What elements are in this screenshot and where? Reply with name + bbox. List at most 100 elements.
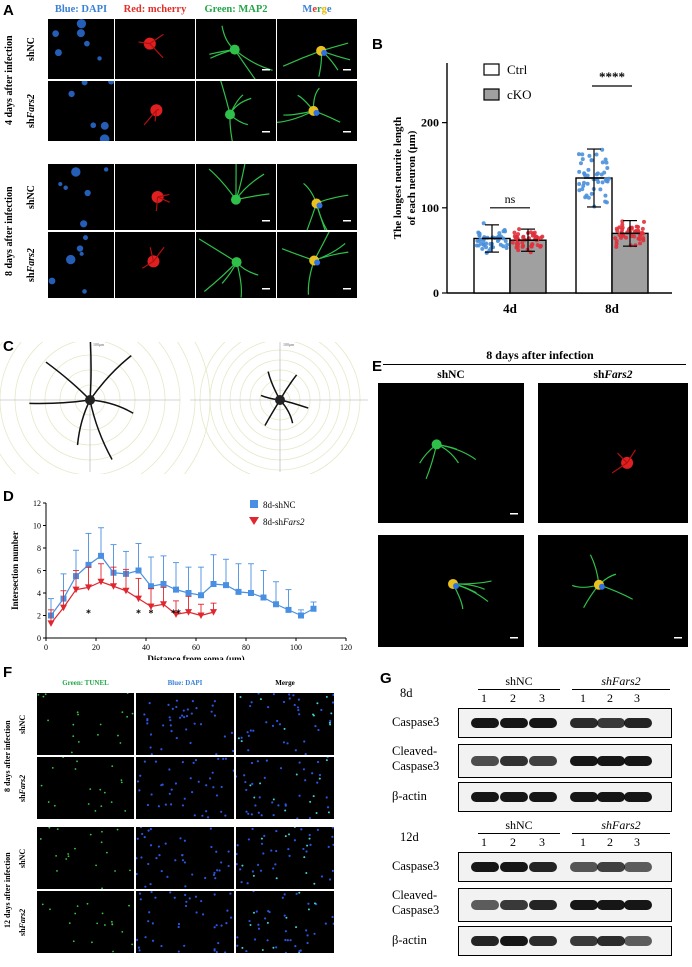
label-name: Fars2 xyxy=(18,774,27,794)
scale-label: 100μm xyxy=(93,342,105,347)
nucleus-dot xyxy=(174,782,178,785)
nucleus-dot xyxy=(220,785,223,789)
nucleus-dot xyxy=(216,869,219,872)
micrograph-green xyxy=(196,232,276,298)
nucleus-dot xyxy=(331,827,334,829)
f-micrograph-svg xyxy=(136,891,233,953)
nucleus-dot xyxy=(265,721,268,724)
channel-header-3: Merge xyxy=(277,4,357,15)
nucleus-dot xyxy=(168,716,171,719)
nucleus-dot xyxy=(246,731,249,734)
blot-band xyxy=(529,862,557,872)
nucleus-dot xyxy=(279,767,283,770)
nucleus-dot xyxy=(170,788,173,791)
micrograph-green-svg xyxy=(220,81,270,141)
nucleus-dot xyxy=(328,878,332,881)
nucleus-dot xyxy=(311,772,314,775)
nucleus-dot xyxy=(251,782,254,786)
nucleus-dot xyxy=(247,749,250,752)
nucleus-dot xyxy=(296,817,299,819)
x-axis-label: Distance from soma (μm) xyxy=(147,654,244,660)
nucleus-dot xyxy=(154,760,158,763)
label-name: Fars2 xyxy=(26,94,37,119)
tunel-dot xyxy=(37,693,40,696)
nucleus-dot xyxy=(210,845,213,849)
scale-bar xyxy=(343,288,351,290)
nucleus-dot xyxy=(254,804,257,807)
neurite xyxy=(152,246,165,262)
scale-bar xyxy=(343,69,351,71)
blot-time: 8d xyxy=(400,686,413,700)
point-marker xyxy=(248,590,254,596)
point-marker xyxy=(160,601,167,608)
tunel-dot xyxy=(329,723,332,726)
blot-row-label: Cleaved- Caspase3 xyxy=(392,888,439,918)
blot-band xyxy=(570,862,598,872)
nucleus-dot xyxy=(247,734,250,737)
blot-row-label-line: Cleaved- xyxy=(392,744,438,758)
f-micrograph xyxy=(136,757,234,819)
nucleus-dot xyxy=(175,736,178,740)
nucleus-dot xyxy=(245,810,248,813)
tunel-dot xyxy=(318,777,321,780)
nucleus-dot xyxy=(194,759,198,762)
nucleus-dot xyxy=(139,827,143,829)
blot-row-label-line: β-actin xyxy=(392,789,427,803)
nucleus-dot xyxy=(181,854,184,857)
data-point xyxy=(600,160,605,165)
nucleus-dot xyxy=(277,804,280,807)
data-point xyxy=(603,193,608,198)
blot-band xyxy=(500,900,528,910)
nucleus-dot xyxy=(318,773,322,777)
scale-bar xyxy=(262,220,270,222)
nucleus-dot xyxy=(147,862,150,866)
x-tick-label: 20 xyxy=(92,643,100,652)
neurite xyxy=(234,49,273,71)
blot-band xyxy=(570,792,598,802)
x-tick-label: 120 xyxy=(340,643,352,652)
cell-body xyxy=(225,109,236,120)
blot-band xyxy=(597,936,625,946)
tunel-dot xyxy=(261,949,264,952)
data-point xyxy=(510,240,515,245)
blot-band xyxy=(471,718,499,728)
nucleus-dot xyxy=(181,804,185,807)
blot-band xyxy=(529,792,557,802)
nucleus-dot xyxy=(166,875,169,878)
nucleus-dot xyxy=(267,910,270,913)
point-marker xyxy=(235,588,242,595)
blot-row-label: Caspase3 xyxy=(392,859,439,874)
nucleus-dot xyxy=(302,768,306,771)
nucleus-dot xyxy=(143,836,146,839)
nucleus-dot xyxy=(284,951,287,953)
nucleus-dot xyxy=(208,777,212,780)
nucleus-dot xyxy=(169,724,172,727)
point-marker xyxy=(310,605,317,612)
blot-band xyxy=(500,718,528,728)
nucleus-dot xyxy=(161,783,164,786)
nucleus-dot xyxy=(150,753,153,755)
nucleus-dot xyxy=(164,803,167,806)
tunel-dot xyxy=(327,811,330,814)
data-point xyxy=(620,222,625,227)
label-name: Fars2 xyxy=(18,908,27,928)
nucleus-dot xyxy=(325,796,328,799)
scale-bar xyxy=(510,513,518,515)
neurite xyxy=(157,196,171,203)
neurite xyxy=(626,449,636,464)
nucleus-dot xyxy=(257,811,260,814)
nucleus-dot xyxy=(79,251,84,256)
x-tick-label: 80 xyxy=(242,643,250,652)
point-marker xyxy=(298,612,304,619)
nucleus-dot xyxy=(205,810,208,813)
lane-number: 1 xyxy=(580,835,586,849)
nucleus-dot xyxy=(223,735,226,738)
panel-e-zoom-svg xyxy=(571,554,682,639)
nucleus-dot xyxy=(149,883,152,886)
nucleus-dot xyxy=(185,728,188,731)
tunel-dot xyxy=(103,791,106,794)
micrograph-red xyxy=(115,81,195,141)
point-marker xyxy=(135,595,142,603)
nucleus-dot xyxy=(183,715,186,719)
lane-number: 1 xyxy=(580,691,586,705)
